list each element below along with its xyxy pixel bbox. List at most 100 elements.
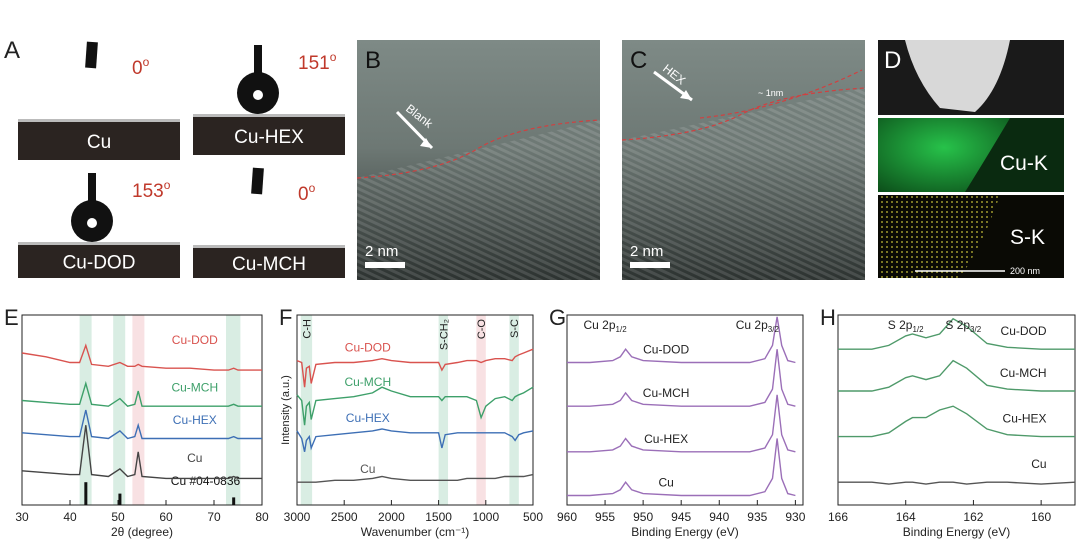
annotation-text: Cu 2p <box>736 318 768 332</box>
series-line <box>567 394 796 453</box>
x-axis-label: 2θ (degree) <box>111 525 173 539</box>
x-tick-label: 950 <box>633 510 653 524</box>
map-cu-area <box>878 118 1010 192</box>
substrate-shine <box>193 245 345 248</box>
x-tick-label: 164 <box>896 510 916 524</box>
series-line <box>296 428 534 452</box>
substrate <box>18 245 180 278</box>
label: Cu-DOD <box>63 253 136 274</box>
panel-letter: F <box>279 305 292 330</box>
series-line <box>21 380 262 407</box>
scale-bar <box>630 262 670 268</box>
angle-unit: o <box>330 50 337 64</box>
series-label: Cu-MCH <box>1000 366 1047 380</box>
x-tick-label: 930 <box>785 510 805 524</box>
contact-angle: 0o <box>298 181 316 205</box>
series-line <box>567 316 796 364</box>
needle <box>85 41 98 69</box>
map-s-area <box>878 195 1000 278</box>
series-line <box>296 348 534 388</box>
substrate-shine <box>18 242 180 245</box>
x-axis-label: Binding Energy (eV) <box>631 525 738 539</box>
contact-angle: 151o <box>298 50 337 74</box>
x-tick-label: 50 <box>111 510 125 524</box>
label: A <box>4 37 20 64</box>
x-axis-label: Binding Energy (eV) <box>903 525 1010 539</box>
x-tick-label: 80 <box>255 510 269 524</box>
scale-bar <box>365 262 405 268</box>
label: Cu-MCH <box>232 254 306 275</box>
x-tick-label: 1000 <box>472 510 499 524</box>
needle <box>254 45 262 75</box>
arrow-head <box>680 90 692 100</box>
series-label: Cu-HEX <box>173 413 217 427</box>
series-label: Cu <box>1031 457 1046 471</box>
series-label: Cu-HEX <box>644 432 688 446</box>
needle <box>88 173 96 203</box>
substrate-shine <box>193 114 345 117</box>
annotation-text: S 2p <box>888 318 913 332</box>
highlight-band <box>438 315 449 505</box>
x-tick-label: 60 <box>159 510 173 524</box>
needle <box>251 167 264 195</box>
reference-stick <box>84 482 88 505</box>
series-line <box>838 481 1076 485</box>
annotation: S 2p1/2 <box>888 318 924 334</box>
angle-value: 151 <box>298 53 330 74</box>
annotation: S-C <box>509 319 521 338</box>
substrate <box>193 248 345 278</box>
annotation-sub: 3/2 <box>970 325 982 334</box>
series-line <box>838 405 1075 438</box>
series-line <box>21 343 262 371</box>
series-line <box>567 438 796 497</box>
x-tick-label: 2500 <box>331 510 358 524</box>
x-tick-label: 940 <box>709 510 729 524</box>
label: B <box>365 47 381 74</box>
label: C <box>630 47 647 74</box>
series-label: Cu-DOD <box>172 333 218 347</box>
highlight-band <box>226 315 241 505</box>
x-tick-label: 160 <box>1031 510 1051 524</box>
substrate <box>18 122 180 160</box>
x-tick-label: 70 <box>207 510 221 524</box>
x-tick-label: 30 <box>15 510 29 524</box>
x-tick-label: 1500 <box>425 510 452 524</box>
angle-unit: o <box>309 181 316 195</box>
series-label: Cu <box>360 462 375 476</box>
haadf-particle <box>905 40 1010 112</box>
annotation: C-O <box>476 319 488 340</box>
reference-label: Cu #04-0836 <box>171 474 241 488</box>
shell-line <box>699 69 863 119</box>
annotation: Cu 2p3/2 <box>736 318 780 334</box>
y-axis-label: Intensity (a.u.) <box>280 375 292 445</box>
substrate <box>193 117 345 155</box>
series-line <box>838 359 1075 392</box>
droplet-glint <box>87 218 97 228</box>
reference-stick <box>232 497 236 505</box>
tem-lattice <box>357 120 600 280</box>
interface <box>356 119 601 179</box>
series-label: Cu <box>187 451 202 465</box>
x-tick-label: 955 <box>595 510 615 524</box>
label: Cu-K <box>1000 152 1048 175</box>
x-tick-label: 166 <box>828 510 848 524</box>
plot-frame <box>21 314 263 506</box>
highlight-band <box>132 315 145 505</box>
label: 2 nm <box>630 243 663 260</box>
angle-unit: o <box>143 55 150 69</box>
substrate-shine <box>18 119 180 122</box>
contact-angle: 0o <box>132 55 150 79</box>
series-label: Cu <box>658 476 673 490</box>
x-tick-label: 162 <box>963 510 983 524</box>
x-tick-label: 935 <box>747 510 767 524</box>
label: 2 nm <box>365 243 398 260</box>
x-tick-label: 2000 <box>378 510 405 524</box>
label: S-K <box>1010 226 1045 249</box>
label: Cu-HEX <box>234 127 304 148</box>
annotation-text: S 2p <box>945 318 970 332</box>
series-label: Cu-HEX <box>1003 412 1047 426</box>
annotation-sub: 3/2 <box>768 325 780 334</box>
x-tick-label: 3000 <box>284 510 311 524</box>
series-line <box>297 473 534 483</box>
